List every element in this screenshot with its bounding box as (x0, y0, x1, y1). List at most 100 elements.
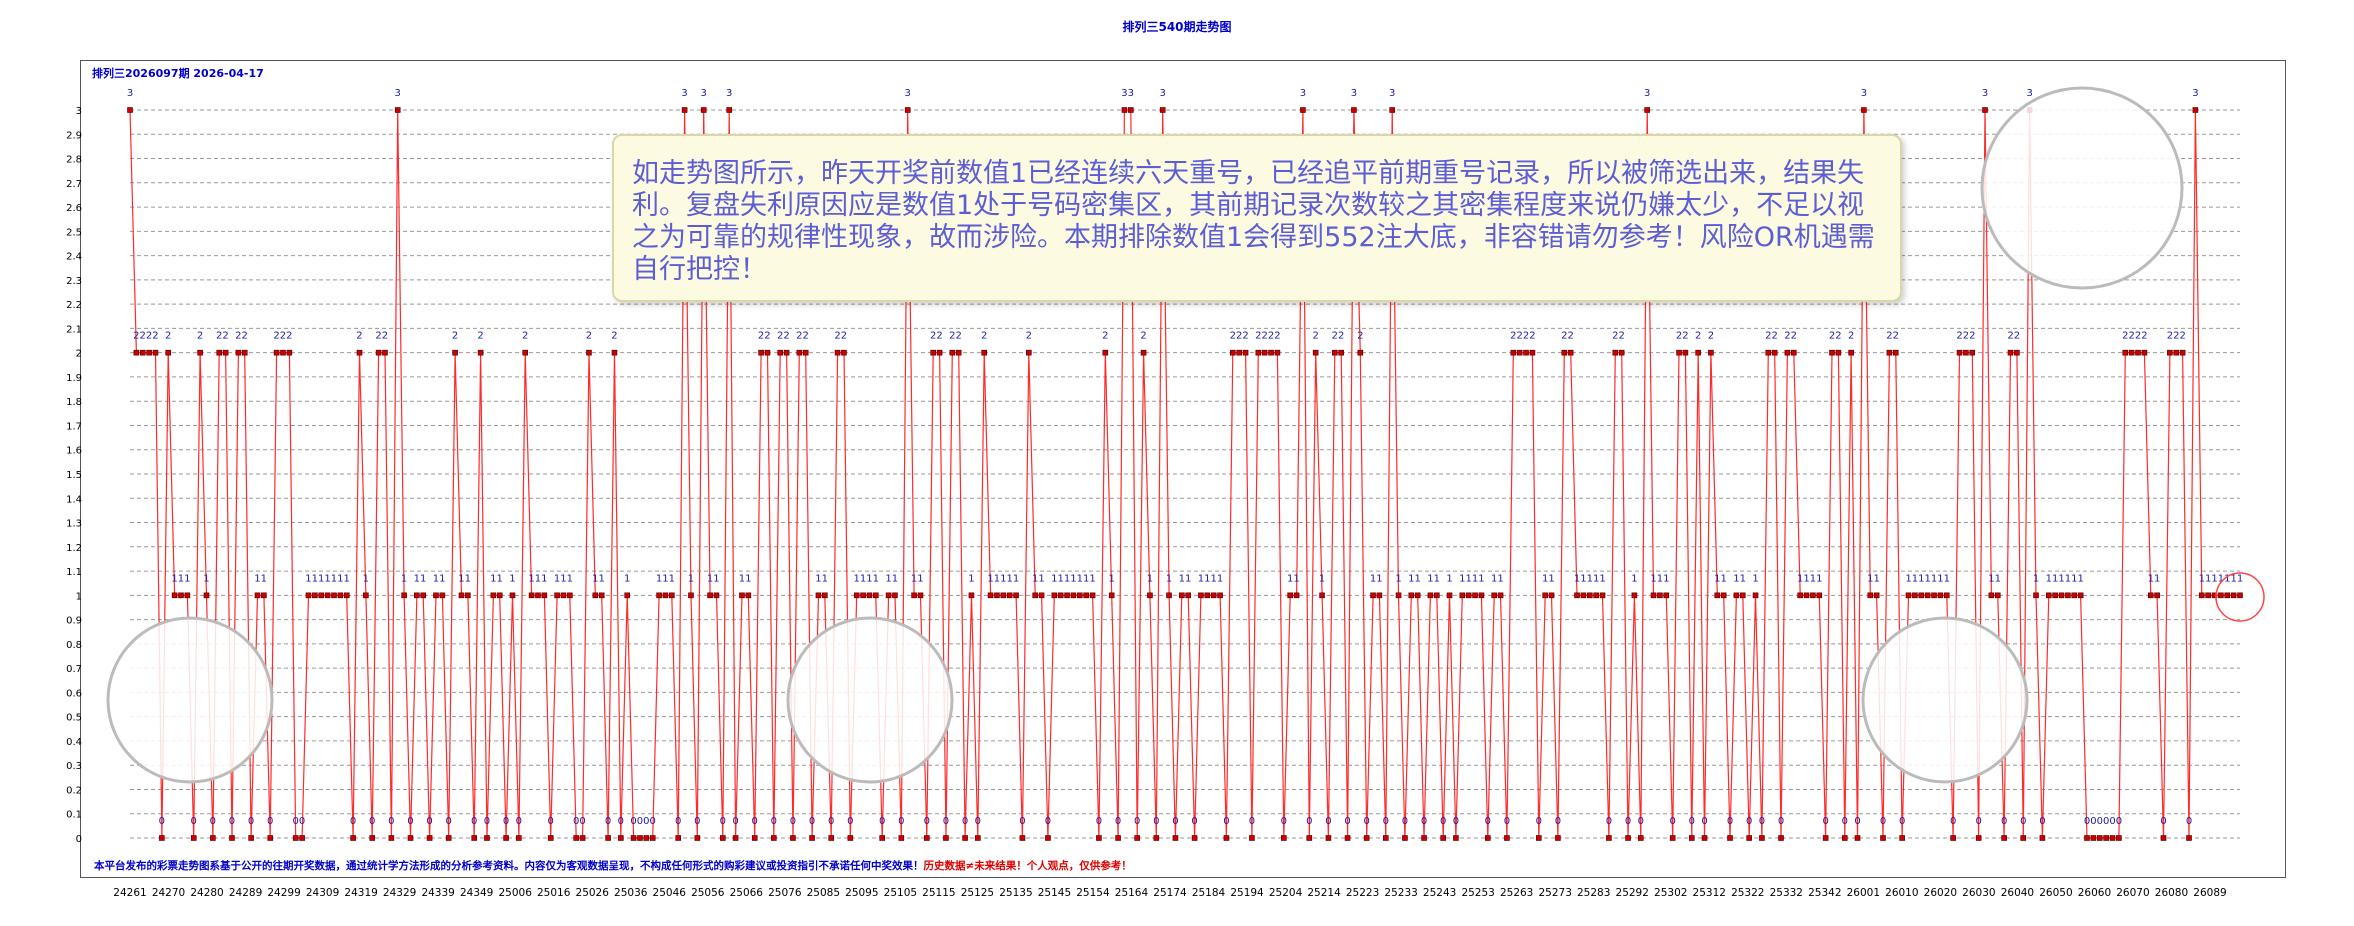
data-point (1281, 835, 1287, 841)
x-tick-label: 25006 (498, 887, 532, 899)
data-label: 1 (560, 573, 566, 584)
data-label: 1 (312, 573, 318, 584)
data-label: 2 (280, 331, 286, 342)
data-point (254, 592, 261, 599)
data-point (1931, 592, 1937, 599)
data-label: 3 (701, 88, 707, 99)
data-label: 0 (1402, 816, 1408, 827)
data-point (433, 592, 439, 599)
data-label: 0 (426, 816, 432, 827)
data-label: 0 (2090, 816, 2096, 827)
data-point (420, 592, 427, 599)
data-point (987, 592, 994, 599)
data-label: 1 (713, 573, 719, 584)
x-tick-label: 25263 (1500, 887, 1533, 899)
data-point (1625, 835, 1631, 841)
data-point (1727, 835, 1733, 841)
data-label: 1 (1905, 573, 1911, 584)
data-label: 1 (1867, 573, 1873, 584)
data-point (700, 107, 707, 113)
data-label: 2 (803, 331, 809, 342)
data-label: 1 (1587, 573, 1593, 584)
y-tick-label: 2 (76, 349, 82, 360)
data-label: 0 (790, 816, 796, 827)
data-label: 2 (1791, 331, 1797, 342)
data-point (879, 835, 886, 841)
data-label: 1 (1810, 573, 1816, 584)
data-label: 1 (1179, 573, 1185, 584)
data-label: 2 (1561, 331, 1567, 342)
data-label: 0 (752, 816, 758, 827)
data-point (127, 107, 133, 113)
data-point (2014, 349, 2020, 356)
data-label: 2 (356, 331, 362, 342)
data-label: 1 (1395, 573, 1401, 584)
data-point (1567, 349, 1574, 356)
data-point (1956, 349, 1963, 356)
data-label: 3 (395, 88, 401, 99)
data-point (184, 592, 191, 599)
data-label: 0 (650, 816, 656, 827)
data-point (885, 592, 892, 599)
data-point (618, 835, 624, 841)
data-point (2218, 592, 2224, 599)
data-label: 1 (509, 573, 515, 584)
data-point (624, 592, 631, 599)
data-label: 0 (1727, 816, 1733, 827)
data-label: 0 (2084, 816, 2090, 827)
data-point (860, 592, 866, 599)
data-label: 2 (1695, 331, 1701, 342)
data-point (1650, 592, 1657, 599)
x-tick-label: 25204 (1269, 887, 1303, 899)
data-point (388, 835, 395, 841)
x-tick-label: 25283 (1577, 887, 1610, 899)
data-point (1829, 349, 1835, 356)
data-label: 0 (1606, 816, 1612, 827)
data-label: 1 (2211, 573, 2217, 584)
data-label: 0 (1950, 816, 1956, 827)
data-point (681, 107, 688, 113)
data-point (471, 835, 478, 841)
data-label: 1 (414, 573, 420, 584)
data-point (994, 592, 1000, 599)
data-point (1325, 835, 1332, 841)
data-label: 2 (375, 331, 381, 342)
data-point (2116, 835, 2122, 841)
data-label: 3 (2026, 88, 2032, 99)
data-point (1057, 592, 1064, 599)
data-point (1982, 107, 1988, 113)
data-point (1529, 349, 1536, 356)
data-point (1159, 107, 1166, 113)
data-label: 1 (318, 573, 324, 584)
data-label: 0 (1249, 816, 1255, 827)
y-tick-label: 2.2 (66, 300, 82, 311)
data-label: 0 (975, 816, 981, 827)
data-point (484, 835, 490, 841)
data-point (1230, 349, 1236, 356)
data-point (1867, 592, 1874, 599)
data-point (707, 592, 713, 599)
chart-frame (80, 60, 2286, 878)
data-point (369, 835, 376, 841)
y-tick-label: 1.7 (66, 421, 82, 432)
magnifier-circle (1980, 86, 2184, 290)
data-point (1395, 592, 1402, 599)
data-label: 2 (1338, 331, 1344, 342)
data-label: 1 (465, 573, 471, 584)
data-label: 0 (1281, 816, 1287, 827)
data-point (1969, 349, 1976, 356)
data-label: 2 (1523, 331, 1529, 342)
data-label: 1 (1631, 573, 1637, 584)
data-label: 1 (624, 573, 630, 584)
data-label: 1 (1472, 573, 1478, 584)
data-point (802, 349, 809, 356)
data-point (1912, 592, 1918, 599)
y-tick-label: 2.4 (66, 252, 82, 263)
data-label: 2 (1102, 331, 1108, 342)
data-label: 2 (273, 331, 279, 342)
data-point (1242, 349, 1249, 356)
x-tick-label: 26089 (2193, 887, 2226, 899)
data-point (1548, 592, 1555, 599)
data-label: 1 (968, 573, 974, 584)
data-point (1287, 592, 1293, 599)
